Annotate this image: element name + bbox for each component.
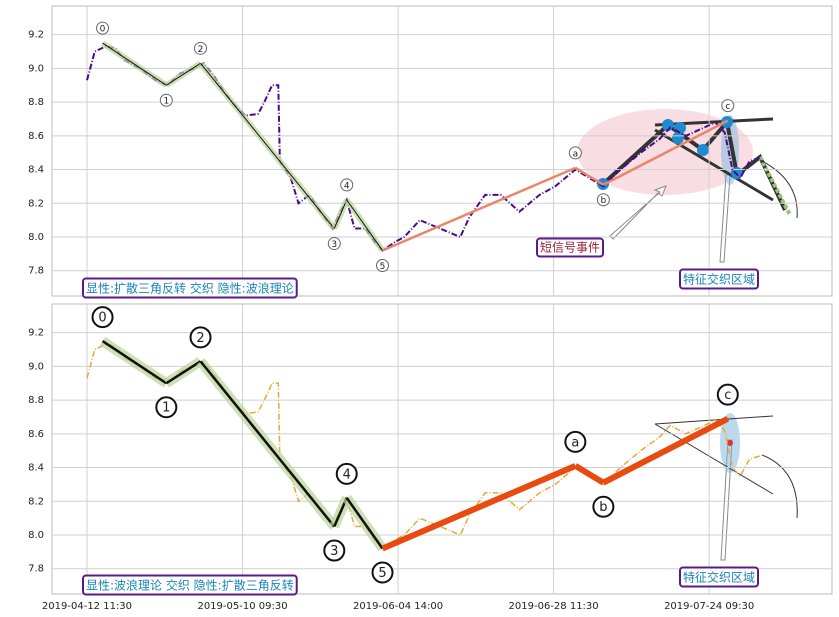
wave-segment	[166, 62, 201, 86]
y-tick-label: 8.6	[28, 131, 44, 142]
annotation-box	[679, 566, 760, 588]
wave-label-circle	[155, 396, 178, 419]
wave-label-circle	[91, 306, 114, 329]
y-tick-label: 8.4	[28, 463, 44, 474]
annotation: 显性:波浪理论 交织 隐性:扩散三角反转	[86, 578, 294, 593]
y-tick-label: 9.0	[28, 361, 44, 372]
wave-label: 4	[344, 181, 350, 191]
triangle-line	[654, 423, 774, 495]
curve-arrow	[761, 454, 798, 519]
wave-label-circle	[194, 41, 208, 55]
y-tick-label: 7.8	[28, 266, 44, 277]
wave-label-circle	[327, 237, 341, 251]
wave-segment	[573, 463, 605, 486]
curve-arrow	[759, 159, 798, 219]
wave-segment	[101, 340, 168, 385]
panel-bottom	[51, 303, 833, 595]
y-tick-label: 8.6	[28, 429, 44, 440]
y-tick-label: 7.8	[28, 564, 44, 575]
annotation: 短信号事件	[540, 241, 600, 255]
wave-segment	[345, 497, 384, 550]
y-tick-label: 8.0	[28, 232, 44, 243]
wave-label-circle	[335, 462, 358, 485]
wave-label-circle	[340, 178, 354, 192]
wave-label: 3	[330, 544, 338, 559]
y-tick-label: 8.0	[28, 530, 44, 541]
feature-dot	[727, 440, 733, 446]
wave-label: 4	[343, 467, 351, 482]
y-tick-label: 9.2	[28, 328, 44, 339]
wave-label: 1	[163, 97, 169, 107]
wave-segment	[346, 199, 383, 251]
wave-segment	[333, 199, 348, 229]
y-tick-label: 8.4	[28, 165, 44, 176]
y-tick-label: 9.0	[28, 63, 44, 74]
price-line	[86, 45, 761, 252]
y-tick-label: 8.2	[28, 496, 44, 507]
wave-label: a	[573, 149, 579, 159]
wave-label: 0	[98, 311, 106, 326]
annotation: 特征交织区域	[683, 570, 755, 585]
wave-segment	[199, 360, 336, 528]
wave-label: 2	[198, 45, 204, 55]
wave-segment	[165, 360, 202, 385]
wave-label: 3	[331, 240, 337, 250]
triangle-line	[654, 415, 774, 425]
wave-label: 0	[100, 25, 106, 35]
marker-dot	[672, 132, 684, 144]
wave-label-circle	[564, 430, 587, 453]
wave-label: b	[599, 500, 607, 515]
annotation-box	[679, 268, 760, 290]
annotation: 显性:扩散三角反转 交织 隐性:波浪理论	[86, 281, 294, 296]
wave-label-circle	[96, 21, 110, 35]
wave-label-circle	[189, 326, 212, 349]
wave-segment	[381, 463, 577, 552]
y-tick-label: 8.2	[28, 198, 44, 209]
wave-label: 2	[196, 331, 204, 346]
wave-label-circle	[376, 258, 390, 272]
wave-label-circle	[716, 383, 739, 406]
annotation-box	[82, 277, 298, 299]
wave-label: c	[725, 102, 730, 112]
wave-label: 5	[378, 566, 386, 581]
annotation-box	[536, 237, 605, 258]
wave-label-circle	[371, 561, 394, 584]
annotation: 特征交织区域	[683, 272, 755, 287]
wave-label-circle	[596, 193, 610, 207]
wave-label: a	[571, 435, 579, 450]
x-tick-label: 2019-05-10 09:30	[197, 601, 287, 612]
marker-dot	[662, 119, 674, 131]
wave-label-circle	[568, 146, 582, 160]
wave-segment	[601, 415, 730, 486]
triangle-line	[654, 117, 774, 127]
x-tick-label: 2019-07-24 09:30	[664, 601, 754, 612]
wave-segment	[382, 166, 576, 252]
signal-arrow	[609, 185, 667, 240]
triangle-line	[758, 156, 792, 216]
price-line	[86, 343, 761, 550]
wave-label-circle	[592, 495, 615, 518]
wave-label: c	[724, 388, 731, 403]
wave-label: b	[601, 196, 607, 206]
wave-label: 1	[162, 401, 170, 416]
annotation-box	[82, 574, 298, 596]
wave-label-circle	[159, 93, 173, 107]
wave-segment	[102, 42, 167, 86]
y-tick-label: 9.2	[28, 30, 44, 41]
wave-segment	[602, 119, 729, 186]
wave-label-circle	[721, 99, 735, 113]
wave-segment	[574, 166, 605, 186]
wave-label-circle	[323, 539, 346, 562]
wave-segment	[200, 63, 335, 229]
wave-label: 5	[380, 262, 386, 272]
y-tick-label: 8.8	[28, 97, 44, 108]
y-tick-label: 8.8	[28, 395, 44, 406]
x-tick-label: 2019-06-28 11:30	[509, 601, 599, 612]
x-tick-label: 2019-04-12 11:30	[42, 601, 132, 612]
x-tick-label: 2019-06-04 14:00	[353, 601, 443, 612]
marker-dot	[697, 144, 709, 156]
